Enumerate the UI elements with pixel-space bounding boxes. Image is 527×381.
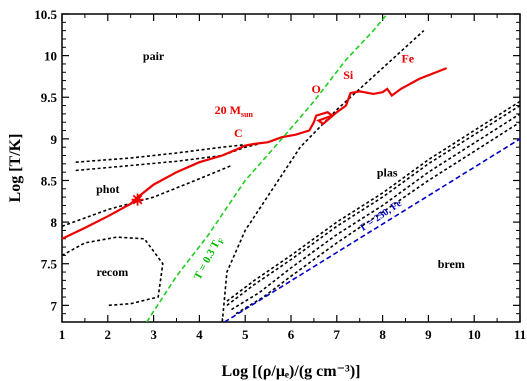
x-tick-label: 1	[59, 327, 66, 342]
y-axis-title: Log [T/K]	[7, 134, 24, 203]
annotation-text: Si	[343, 68, 354, 82]
boundary-curve	[62, 164, 232, 228]
annotation-label: 20 Msun	[215, 103, 254, 119]
y-tick-label: 9	[51, 132, 58, 147]
annotation-label: O	[312, 82, 321, 96]
star-marker	[131, 193, 144, 206]
x-tick-label: 3	[150, 327, 157, 342]
annotation-text: 20 M	[215, 103, 241, 117]
y-tick-label: 7	[51, 298, 58, 313]
boundary-curve	[75, 143, 246, 163]
x-tick-label: 7	[334, 327, 341, 342]
region-label-recom: recom	[96, 265, 128, 279]
region-labels: pair phot recom plas brem	[96, 49, 465, 279]
markers	[131, 193, 144, 206]
annotation-text: C	[234, 126, 243, 140]
x-tick-label: 6	[288, 327, 295, 342]
plot-frame	[61, 13, 521, 323]
x-tick-label: 4	[196, 327, 203, 342]
boundary-curve	[235, 121, 520, 315]
annotation-label: Si	[343, 68, 354, 82]
y-tick-label: 9.5	[41, 90, 58, 105]
boundary-curve	[62, 236, 164, 307]
stellar-track-line	[62, 67, 448, 240]
annotation-label: Fe	[401, 51, 414, 65]
y-tick-label: 8.5	[41, 173, 58, 188]
boundary-curve	[226, 104, 520, 307]
boundary-curve	[226, 100, 520, 302]
region-label-pair: pair	[143, 49, 165, 63]
boundary-curve	[221, 30, 425, 322]
x-tick-label: 9	[425, 327, 432, 342]
annotation-subscript: sun	[241, 110, 254, 119]
annotation-text: O	[312, 82, 321, 96]
axis-ticks	[61, 13, 521, 322]
x-tick-label: 8	[379, 327, 386, 342]
x-tick-label: 10	[468, 327, 481, 342]
x-tick-label: 5	[242, 327, 249, 342]
gamma-line	[224, 138, 520, 322]
annotation-label: C	[234, 126, 243, 140]
tick-labels: 1 2 3 4 5 6 7 8 9 10 11 7 7.5 8 8.5 9 9.5 10 10.5	[34, 7, 526, 342]
fermi-line	[146, 14, 388, 322]
region-label-plas: plas	[377, 165, 398, 179]
y-tick-label: 8	[51, 215, 58, 230]
y-tick-label: 10.5	[34, 7, 57, 22]
y-tick-label: 7.5	[41, 257, 58, 272]
y-tick-label: 10	[44, 49, 57, 64]
boundary-curve	[231, 113, 520, 311]
annotation-text: Fe	[401, 51, 414, 65]
boundary-curve	[75, 143, 260, 172]
plot-curves	[62, 14, 520, 322]
region-label-brem: brem	[438, 257, 465, 271]
x-tick-label: 2	[105, 327, 112, 342]
annotation-subscript: F	[216, 237, 226, 246]
x-tick-label: 11	[514, 327, 526, 342]
region-label-phot: phot	[96, 182, 119, 196]
x-axis-title: Log [(ρ/μₑ)/(g cm⁻³)]	[222, 363, 361, 380]
